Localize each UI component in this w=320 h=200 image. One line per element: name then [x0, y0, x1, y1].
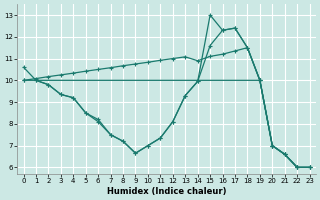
- X-axis label: Humidex (Indice chaleur): Humidex (Indice chaleur): [107, 187, 226, 196]
